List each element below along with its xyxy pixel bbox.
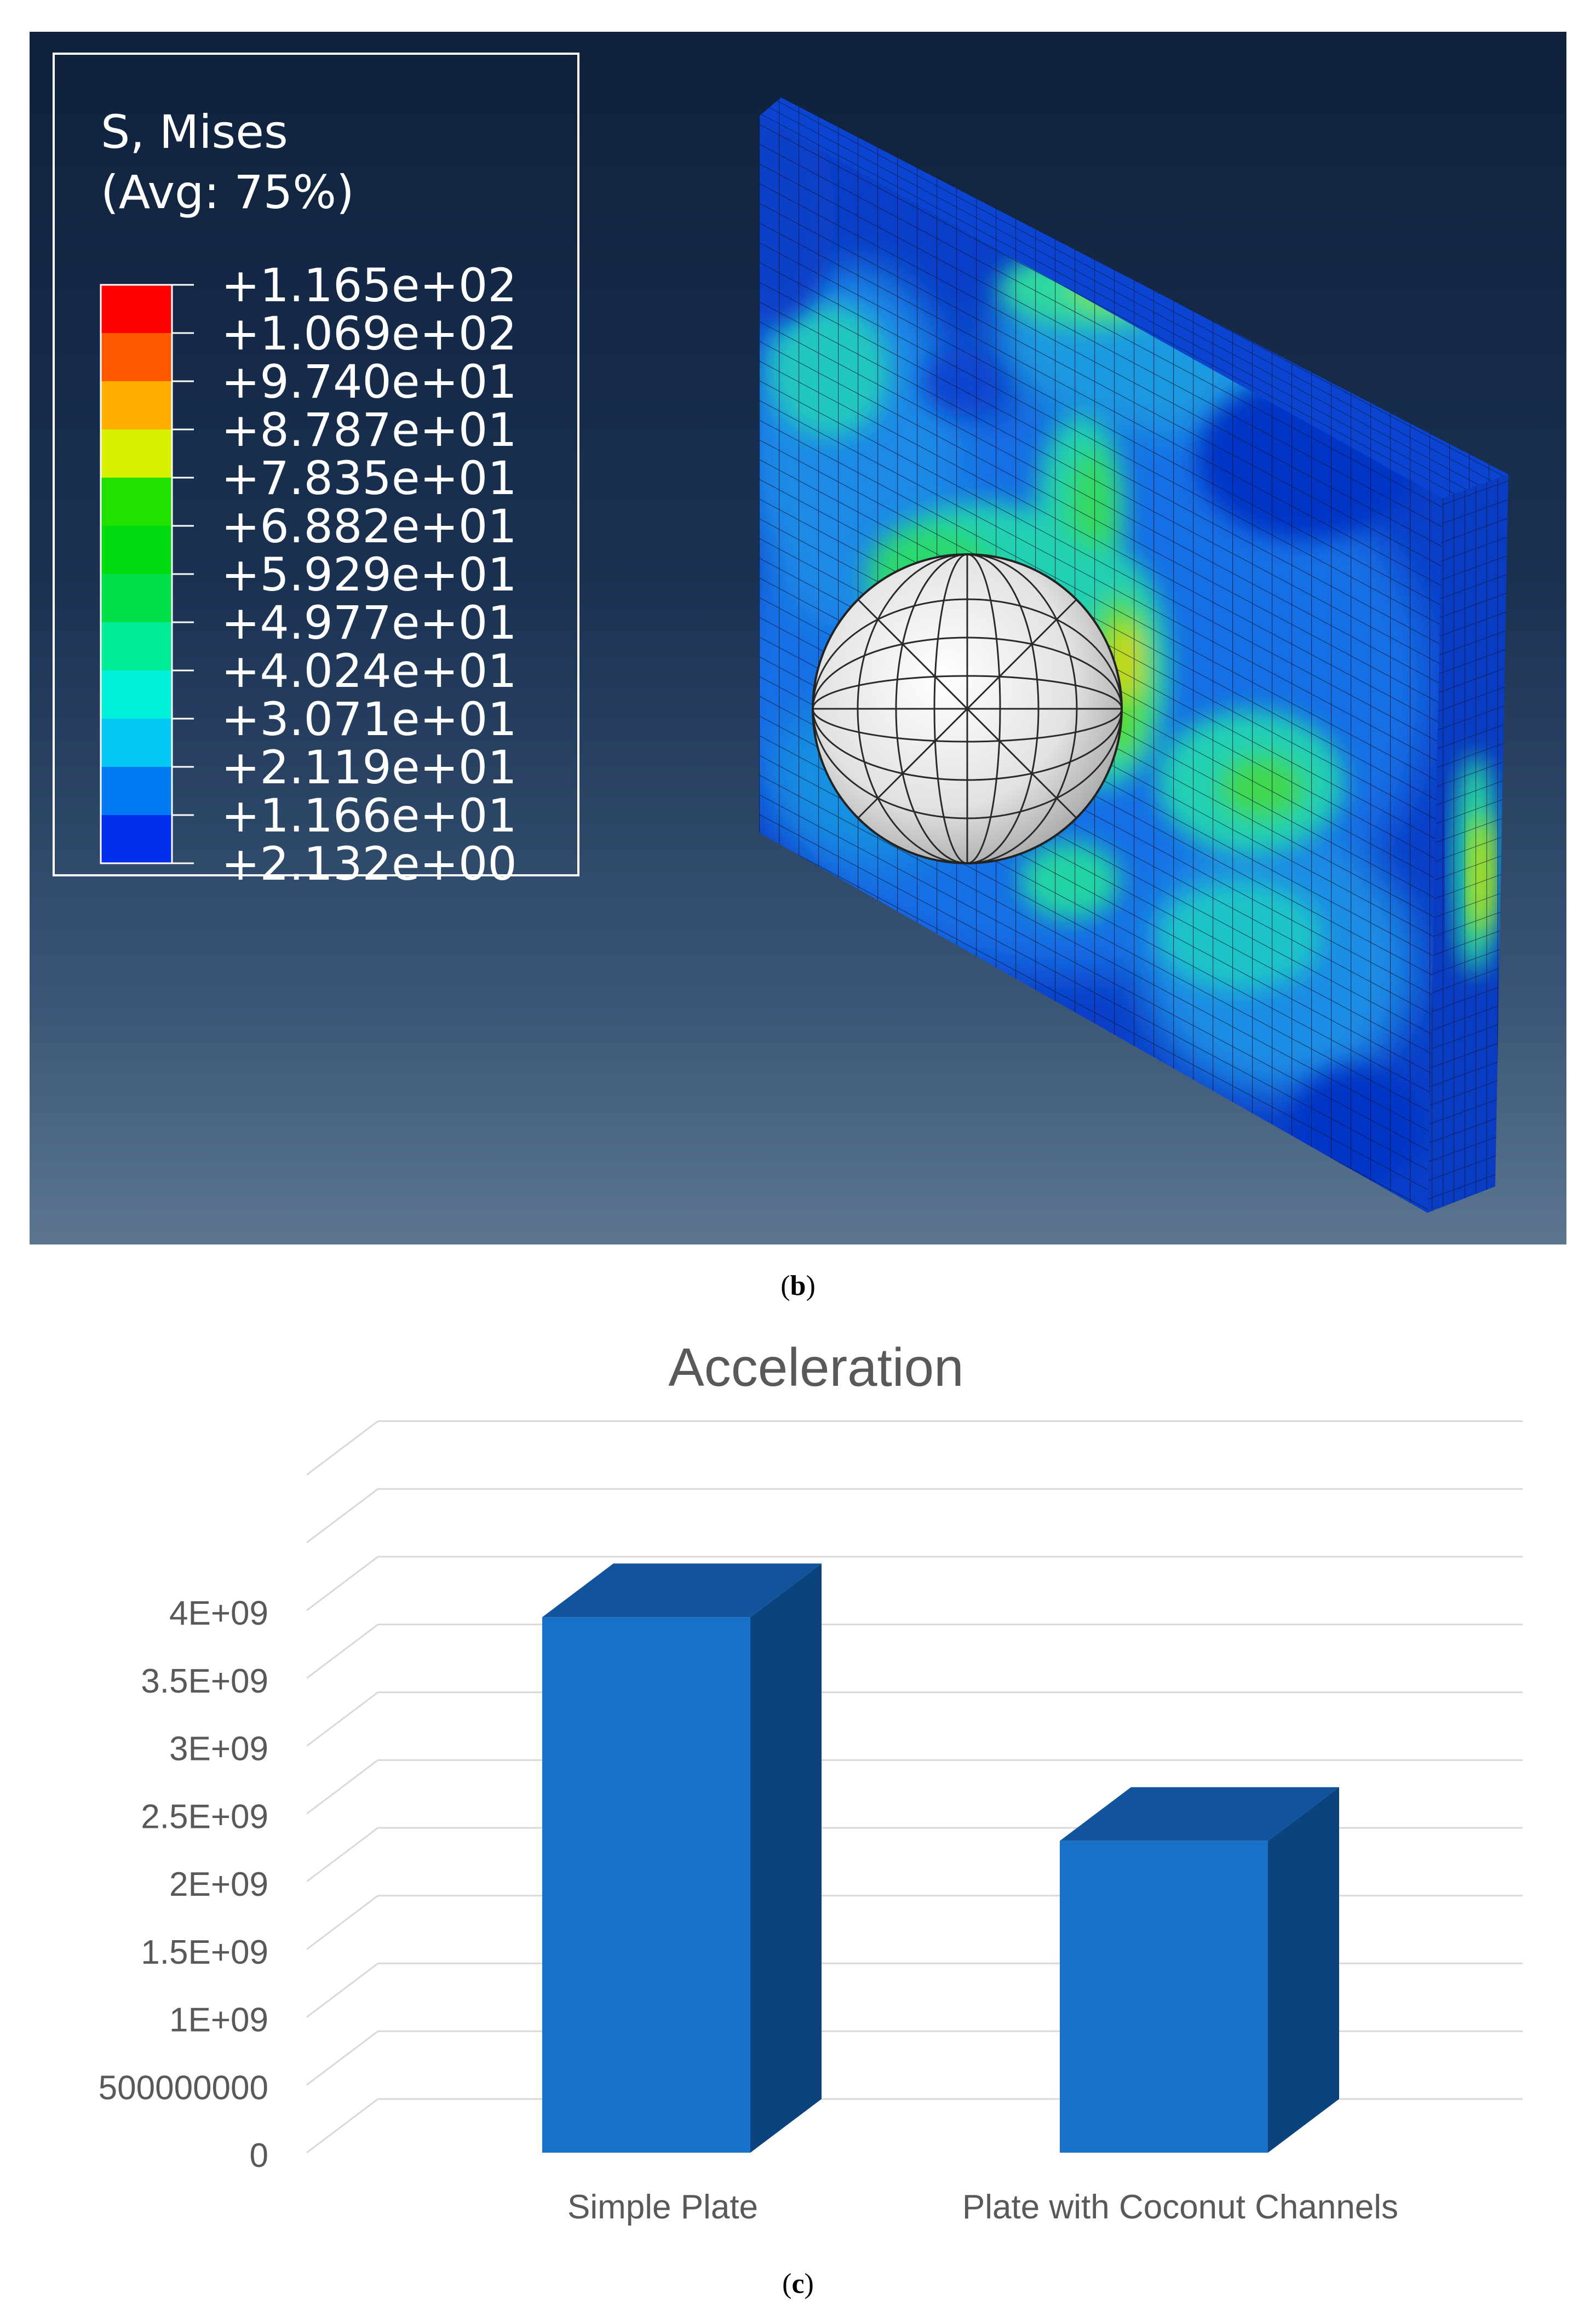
legend-color-swatch	[101, 526, 172, 574]
y-tick-label: 4E+09	[169, 1595, 268, 1632]
gridline-depth	[306, 1759, 378, 1815]
legend-value-label: +4.977e+01	[221, 596, 517, 650]
legend-color-swatch	[101, 285, 172, 333]
fea-simulation-render: S, Mises (Avg: 75%) +1.165e+02+1.069e+02…	[53, 53, 1508, 1213]
y-tick-label: 3E+09	[169, 1730, 268, 1768]
bar-top-face	[542, 1563, 822, 1618]
gridline-depth	[306, 1963, 378, 2018]
gridline-depth	[306, 1691, 378, 1747]
impactor-sphere	[812, 553, 1123, 864]
gridline-depth	[306, 1895, 378, 1950]
y-tick-label: 3.5E+09	[141, 1662, 268, 1700]
legend-value-label: +8.787e+01	[221, 403, 517, 457]
caption-b: (b)	[780, 1270, 816, 1301]
legend-color-swatch	[101, 429, 172, 478]
legend-value-label: +7.835e+01	[221, 451, 517, 505]
gridline-depth	[306, 1420, 378, 1476]
legend-color-swatch	[101, 767, 172, 815]
gridline-depth	[306, 1556, 378, 1611]
legend-value-label: +1.069e+02	[221, 307, 517, 360]
legend-color-swatch	[101, 719, 172, 767]
y-tick-label: 1E+09	[169, 2001, 268, 2039]
bar-top-face	[1060, 1787, 1339, 1841]
legend-value-label: +3.071e+01	[221, 692, 517, 746]
bar-front-face	[1060, 1840, 1268, 2153]
chart-title: Acceleration	[668, 1337, 963, 1397]
legend-value-label: +1.165e+02	[221, 259, 517, 312]
bar	[1060, 1787, 1339, 2153]
bar-side-face	[750, 1563, 822, 2153]
plate-side-face	[1427, 474, 1508, 1213]
legend-color-swatch	[101, 333, 172, 381]
legend-value-label: +4.024e+01	[221, 644, 517, 698]
gridline-depth	[306, 2031, 378, 2086]
legend-value-label: +5.929e+01	[221, 548, 517, 601]
x-tick-label: Simple Plate	[567, 2188, 758, 2226]
legend-color-swatch	[101, 815, 172, 863]
gridline-depth	[306, 2098, 378, 2154]
legend-value-label: +6.882e+01	[221, 500, 517, 553]
gridline-depth	[306, 1488, 378, 1544]
legend-value-label: +1.166e+01	[221, 789, 517, 842]
legend-color-swatch	[101, 574, 172, 622]
y-tick-label: 2E+09	[169, 1866, 268, 1903]
y-tick-label: 2.5E+09	[141, 1798, 268, 1836]
y-tick-label: 0	[250, 2137, 268, 2175]
bar-front-face	[542, 1617, 750, 2153]
bar-side-face	[1268, 1787, 1339, 2153]
x-tick-label: Plate with Coconut Channels	[962, 2188, 1398, 2226]
bar	[542, 1563, 822, 2153]
caption-c: (c)	[782, 2268, 814, 2299]
legend-color-swatch	[101, 670, 172, 719]
legend-value-label: +2.132e+00	[221, 837, 517, 891]
legend-title: S, Mises	[101, 105, 288, 159]
fea-stress-panel: S, Mises (Avg: 75%) +1.165e+02 +1.069e+02…	[30, 32, 1566, 1244]
acceleration-chart: Acceleration 0 500000000 1E+09 1.5E+09 2E+09…	[99, 1337, 1523, 2226]
legend-color-swatch	[101, 478, 172, 526]
stress-legend: S, Mises (Avg: 75%) +1.165e+02+1.069e+02…	[53, 53, 579, 891]
legend-color-swatch	[101, 381, 172, 429]
legend-value-label: +2.119e+01	[221, 741, 517, 794]
legend-subtitle: (Avg: 75%)	[101, 165, 354, 219]
legend-value-label: +9.740e+01	[221, 355, 517, 409]
y-tick-label: 500000000	[99, 2069, 268, 2107]
gridline-depth	[306, 1827, 378, 1883]
gridline-depth	[306, 1624, 378, 1679]
legend-color-swatch	[101, 622, 172, 670]
y-tick-label: 1.5E+09	[141, 1934, 268, 1971]
